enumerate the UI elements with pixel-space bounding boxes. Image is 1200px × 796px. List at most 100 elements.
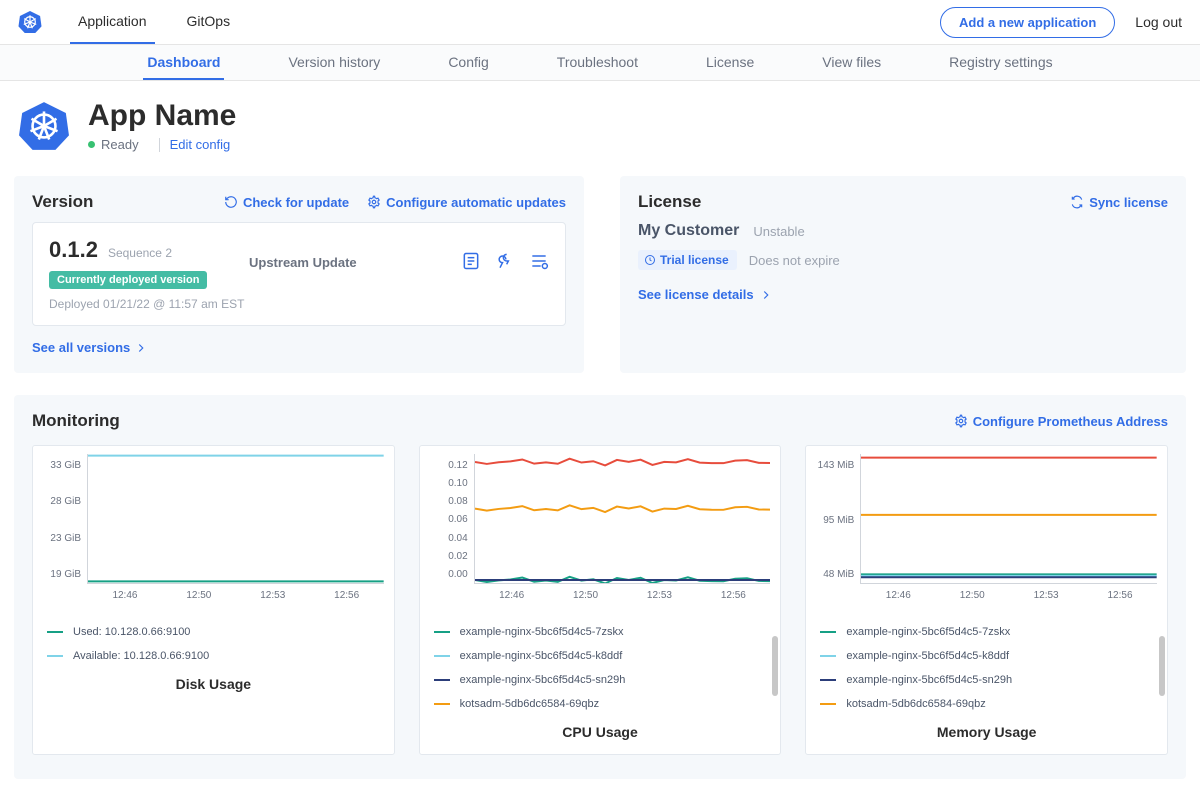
legend-item: example-nginx-5bc6f5d4c5-7zskx (820, 626, 1157, 638)
nav-tab-application[interactable]: Application (70, 0, 155, 44)
chart-title: Memory Usage (816, 724, 1157, 740)
app-status: Ready (101, 137, 139, 152)
legend-label: kotsadm-5db6dc6584-69qbz (460, 698, 599, 710)
x-tick: 12:50 (186, 590, 211, 601)
gear-icon (367, 195, 381, 209)
subtab-license[interactable]: License (702, 45, 758, 80)
legend-item: Available: 10.128.0.66:9100 (47, 650, 384, 662)
legend-swatch-icon (820, 703, 836, 706)
preflight-icon[interactable] (495, 251, 515, 271)
refresh-icon (224, 195, 238, 209)
legend-swatch-icon (434, 703, 450, 706)
chart-legend: Used: 10.128.0.66:9100 Available: 10.128.… (43, 626, 384, 662)
scrollbar[interactable] (772, 636, 778, 696)
subtab-view-files[interactable]: View files (818, 45, 885, 80)
chart-memory-usage: 143 MiB95 MiB48 MiB12:4612:5012:5312:56e… (805, 445, 1168, 755)
configure-prometheus-link[interactable]: Configure Prometheus Address (954, 414, 1168, 429)
legend-item: example-nginx-5bc6f5d4c5-sn29h (434, 674, 771, 686)
y-tick: 0.00 (430, 569, 468, 580)
sync-license-label: Sync license (1089, 195, 1168, 210)
sync-icon (1070, 195, 1084, 209)
subtab-dashboard[interactable]: Dashboard (143, 45, 224, 80)
legend-item: example-nginx-5bc6f5d4c5-k8ddf (434, 650, 771, 662)
scrollbar[interactable] (1159, 636, 1165, 696)
x-tick: 12:53 (647, 590, 672, 601)
y-tick: 0.04 (430, 533, 468, 544)
sync-license-link[interactable]: Sync license (1070, 195, 1168, 210)
version-card-title: Version (32, 192, 93, 212)
trial-label: Trial license (660, 253, 729, 267)
legend-item: example-nginx-5bc6f5d4c5-sn29h (820, 674, 1157, 686)
secondary-nav: Dashboard Version history Config Troublesho… (0, 45, 1200, 81)
deployed-badge: Currently deployed version (49, 271, 207, 289)
y-tick: 33 GiB (43, 460, 81, 471)
legend-label: example-nginx-5bc6f5d4c5-k8ddf (846, 650, 1009, 662)
legend-swatch-icon (434, 655, 450, 658)
check-update-label: Check for update (243, 195, 349, 210)
y-tick: 0.06 (430, 514, 468, 525)
legend-label: example-nginx-5bc6f5d4c5-sn29h (846, 674, 1012, 686)
legend-label: Available: 10.128.0.66:9100 (73, 650, 209, 662)
x-tick: 12:53 (1034, 590, 1059, 601)
subtab-troubleshoot[interactable]: Troubleshoot (553, 45, 642, 80)
subtab-registry-settings[interactable]: Registry settings (945, 45, 1056, 80)
version-number: 0.1.2 (49, 237, 98, 263)
subtab-config[interactable]: Config (444, 45, 492, 80)
y-tick: 0.08 (430, 496, 468, 507)
monitoring-title: Monitoring (32, 411, 120, 431)
license-details-link[interactable]: See license details (638, 287, 773, 302)
chevron-right-icon (759, 288, 773, 302)
logout-link[interactable]: Log out (1135, 14, 1182, 30)
configure-prometheus-label: Configure Prometheus Address (973, 414, 1168, 429)
chart-cpu-usage: 0.120.100.080.060.040.020.0012:4612:5012… (419, 445, 782, 755)
edit-config-link[interactable]: Edit config (170, 137, 231, 152)
legend-label: kotsadm-5db6dc6584-69qbz (846, 698, 985, 710)
chart-title: Disk Usage (43, 676, 384, 692)
configure-auto-updates-link[interactable]: Configure automatic updates (367, 195, 566, 210)
version-detail-box: 0.1.2 Sequence 2 Currently deployed vers… (32, 222, 566, 326)
nav-tab-gitops[interactable]: GitOps (179, 0, 239, 44)
legend-item: example-nginx-5bc6f5d4c5-7zskx (434, 626, 771, 638)
deploy-logs-icon[interactable] (529, 251, 549, 271)
legend-swatch-icon (434, 631, 450, 634)
legend-swatch-icon (434, 679, 450, 682)
version-card: Version Check for update Configure autom… (14, 176, 584, 373)
customer-name: My Customer (638, 222, 739, 240)
release-notes-icon[interactable] (461, 251, 481, 271)
license-card-title: License (638, 192, 701, 212)
x-tick: 12:56 (1108, 590, 1133, 601)
chart-disk-usage: 33 GiB28 GiB23 GiB19 GiB12:4612:5012:531… (32, 445, 395, 755)
status-dot-icon (88, 141, 95, 148)
top-navbar: ApplicationGitOps Add a new application … (0, 0, 1200, 45)
kubernetes-logo-icon (18, 10, 42, 34)
x-tick: 12:56 (334, 590, 359, 601)
app-logo-icon (18, 100, 70, 152)
check-update-link[interactable]: Check for update (224, 195, 349, 210)
clock-icon (644, 254, 656, 266)
legend-swatch-icon (820, 655, 836, 658)
y-tick: 28 GiB (43, 496, 81, 507)
x-tick: 12:53 (260, 590, 285, 601)
chart-legend: example-nginx-5bc6f5d4c5-7zskx example-ng… (430, 626, 771, 710)
y-tick: 0.12 (430, 460, 468, 471)
see-all-versions-link[interactable]: See all versions (32, 340, 148, 355)
expiry-label: Does not expire (749, 253, 840, 268)
legend-item: kotsadm-5db6dc6584-69qbz (820, 698, 1157, 710)
see-all-label: See all versions (32, 340, 130, 355)
legend-item: kotsadm-5db6dc6584-69qbz (434, 698, 771, 710)
divider (159, 138, 160, 152)
license-card: License Sync license My Customer Unstabl… (620, 176, 1186, 373)
y-tick: 23 GiB (43, 533, 81, 544)
subtab-version-history[interactable]: Version history (284, 45, 384, 80)
y-tick: 95 MiB (816, 515, 854, 526)
chart-legend: example-nginx-5bc6f5d4c5-7zskx example-ng… (816, 626, 1157, 710)
add-application-button[interactable]: Add a new application (940, 7, 1115, 38)
y-tick: 19 GiB (43, 569, 81, 580)
legend-swatch-icon (47, 655, 63, 658)
legend-label: example-nginx-5bc6f5d4c5-7zskx (846, 626, 1010, 638)
gear-icon (954, 414, 968, 428)
x-tick: 12:56 (721, 590, 746, 601)
legend-item: Used: 10.128.0.66:9100 (47, 626, 384, 638)
sequence-label: Sequence 2 (108, 246, 172, 260)
legend-label: example-nginx-5bc6f5d4c5-k8ddf (460, 650, 623, 662)
